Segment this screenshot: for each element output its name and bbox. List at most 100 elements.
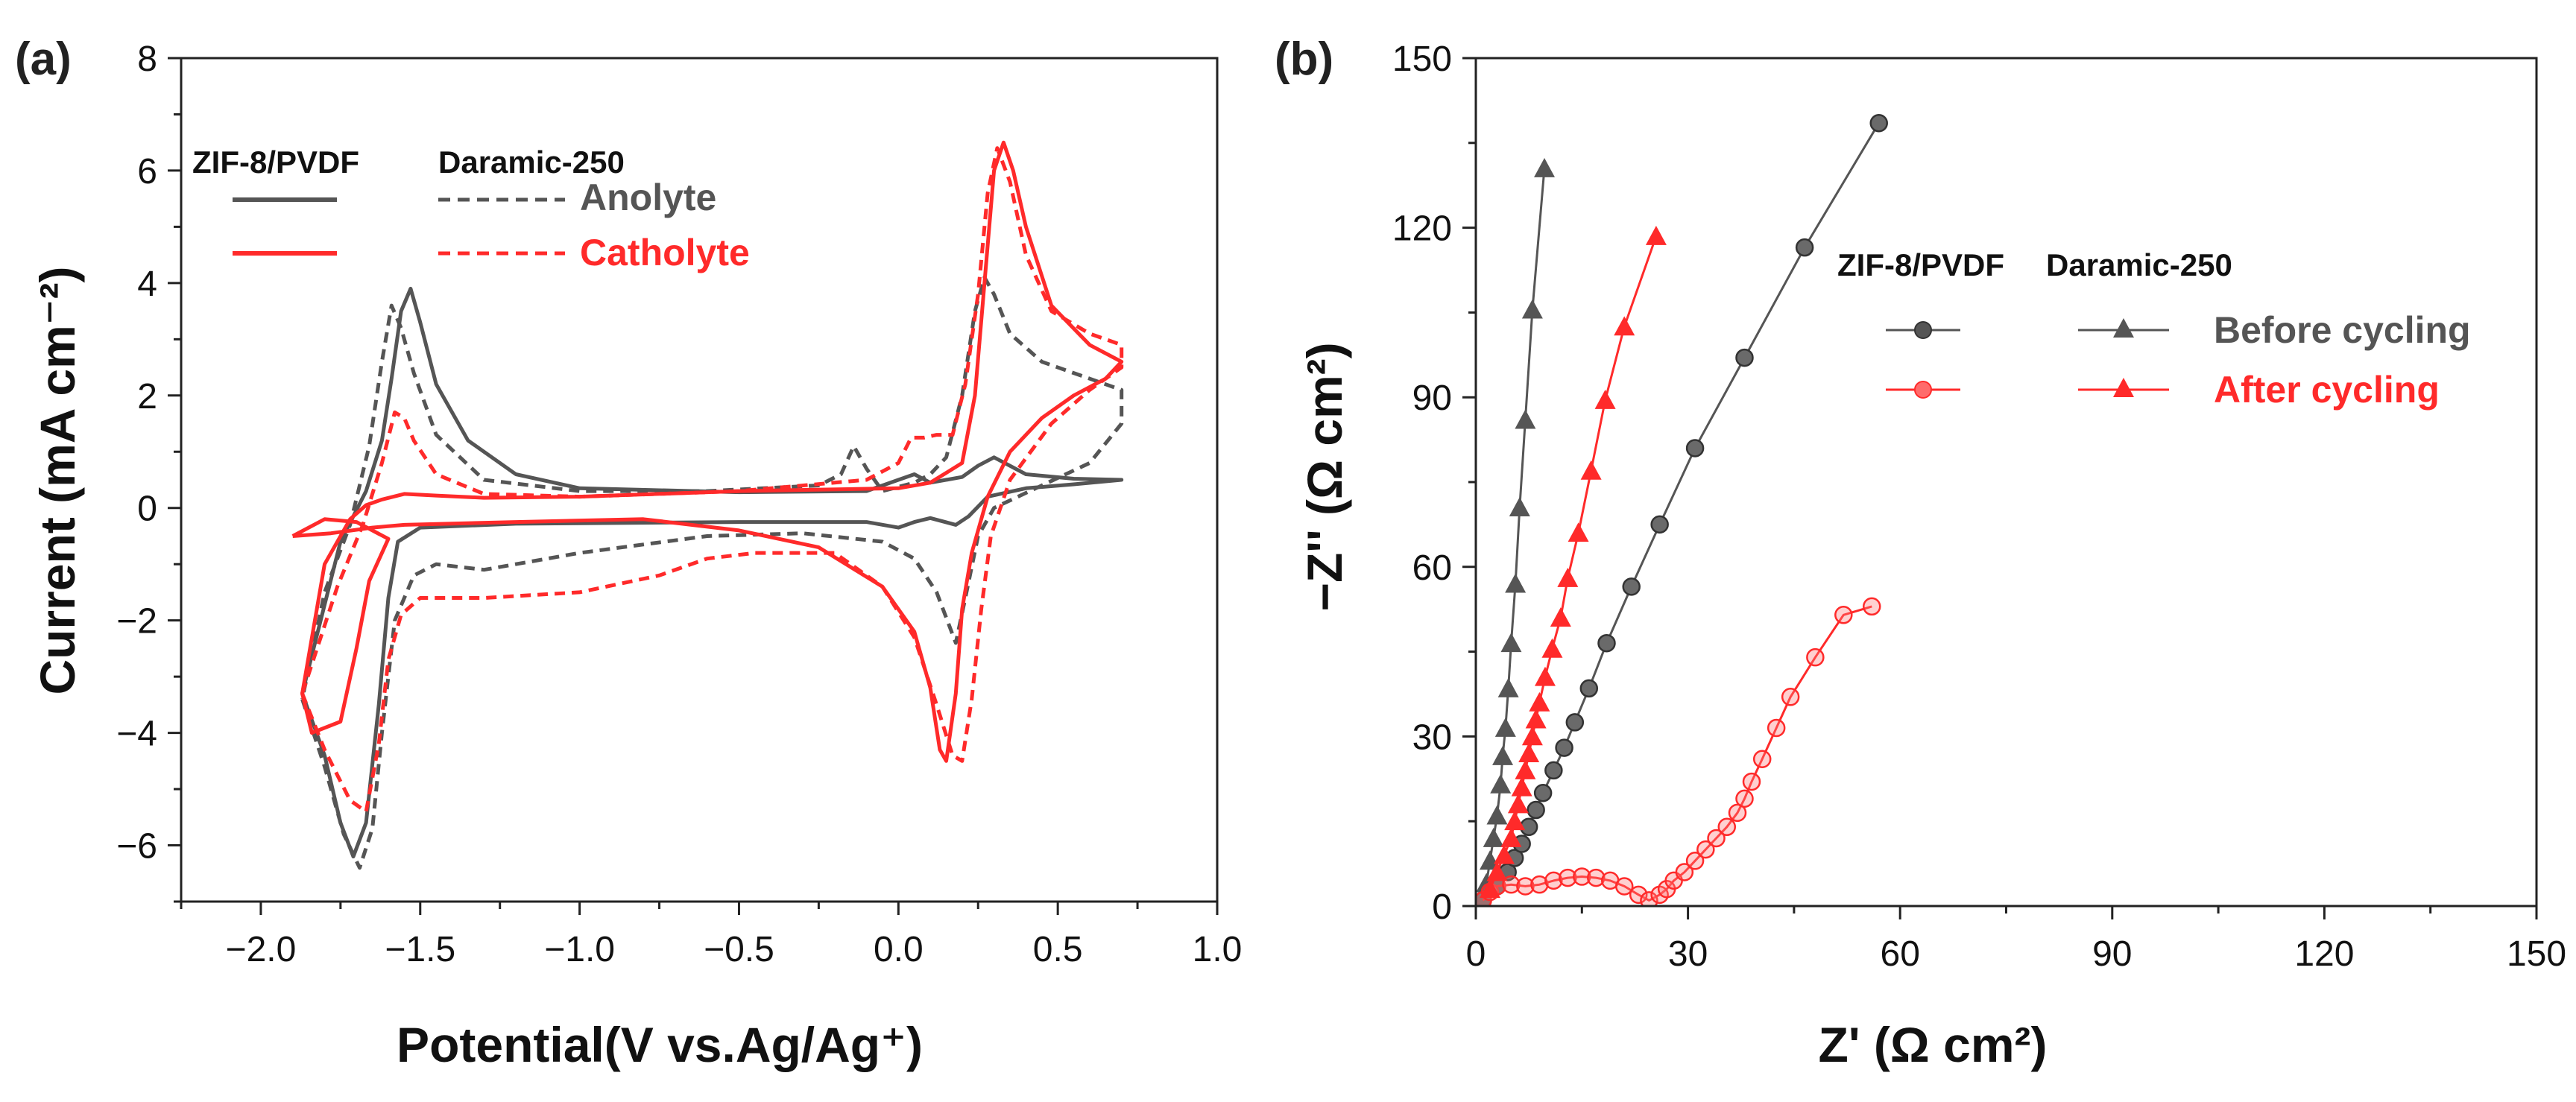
data-point-daramic-250-after-cycling [1541, 638, 1563, 658]
x-tick-label: 150 [2507, 934, 2566, 974]
data-point-zif-8-pvdf-after-cycling [1834, 606, 1853, 624]
panel-a-ylabel: Current (mA cm⁻²) [30, 266, 85, 694]
series-line-zif-8-pvdf-anolyte [300, 286, 1124, 859]
panel-a-legend: ZIF-8/PVDF Daramic-250 Anolyte Catholyte [192, 145, 750, 273]
data-point-daramic-250-after-cycling [1594, 389, 1616, 409]
data-point-daramic-250-after-cycling [1614, 316, 1635, 336]
data-point-daramic-250-before-cycling [1492, 745, 1514, 765]
panel-a-xlabel: Potential(V vs.Ag/Ag⁺) [397, 1017, 923, 1072]
y-tick-label: 120 [1392, 209, 1452, 249]
data-point-daramic-250-after-cycling [1518, 743, 1540, 763]
y-tick-label: 8 [137, 39, 157, 79]
data-point-daramic-250-after-cycling [1500, 827, 1522, 847]
panel-b-xlabel: Z' (Ω cm²) [1819, 1017, 2048, 1072]
legend-b-before-label: Before cycling [2214, 309, 2471, 351]
x-tick-label: 0.0 [874, 930, 924, 969]
series-line-daramic-250-before-cycling [1485, 168, 1546, 884]
data-point-zif-8-pvdf-after-cycling [1640, 891, 1658, 906]
data-point-daramic-250-before-cycling [1486, 805, 1508, 825]
data-point-zif-8-pvdf-after-cycling [1675, 863, 1694, 881]
x-tick-label: 120 [2294, 934, 2354, 974]
panel-a-label: (a) [15, 34, 72, 85]
data-point-daramic-250-after-cycling [1493, 844, 1515, 864]
y-tick-label: −2 [116, 602, 157, 642]
panel-b-ylabel: −Z'' (Ω cm²) [1297, 342, 1352, 611]
data-point-zif-8-pvdf-after-cycling [1629, 885, 1648, 905]
data-point-zif-8-pvdf-after-cycling [1717, 817, 1737, 837]
y-tick-label: −4 [116, 715, 157, 754]
data-point-zif-8-pvdf-before-cycling [1565, 713, 1585, 732]
series-line-daramic-250-anolyte [300, 275, 1124, 870]
legend-b-after-daramic-marker [2113, 378, 2134, 397]
data-point-zif-8-pvdf-after-cycling [1530, 875, 1549, 894]
data-point-zif-8-pvdf-after-cycling [1728, 803, 1747, 823]
data-point-zif-8-pvdf-after-cycling [1587, 868, 1606, 887]
data-point-zif-8-pvdf-before-cycling [1650, 515, 1669, 534]
y-tick-label: 4 [137, 265, 157, 304]
panel-a-axes: −2.0 −1.5 −1.0 −0.5 0.0 0.5 1.0 −6 −4 −2 0 2 4 6 8 [116, 39, 1242, 969]
data-point-daramic-250-before-cycling [1505, 573, 1527, 593]
data-point-zif-8-pvdf-after-cycling [1559, 868, 1577, 887]
data-point-zif-8-pvdf-before-cycling [1735, 348, 1754, 367]
plot-frame-b [1474, 57, 2538, 908]
data-point-zif-8-pvdf-after-cycling [1752, 750, 1772, 768]
panel-b-label: (b) [1275, 34, 1333, 85]
y-tick-label: 60 [1412, 548, 1452, 588]
legend-b-before-daramic-marker [2113, 318, 2134, 338]
panel-b-plot-area [1476, 113, 1888, 906]
data-point-zif-8-pvdf-after-cycling [1685, 852, 1705, 870]
x-tick-label: −1.5 [385, 930, 455, 969]
y-tick-label: 90 [1412, 379, 1452, 418]
data-point-zif-8-pvdf-before-cycling [1622, 577, 1641, 596]
x-tick-label: 90 [2092, 934, 2132, 974]
data-point-zif-8-pvdf-after-cycling [1863, 597, 1881, 616]
data-point-zif-8-pvdf-before-cycling [1597, 633, 1616, 653]
x-tick-label: 60 [1881, 934, 1920, 974]
data-point-zif-8-pvdf-after-cycling [1735, 789, 1754, 808]
data-point-daramic-250-before-cycling [1497, 677, 1519, 697]
data-point-daramic-250-before-cycling [1500, 633, 1522, 653]
legend-a-col-zif8: ZIF-8/PVDF [192, 145, 359, 180]
x-tick-label: 0 [1466, 934, 1486, 974]
data-point-zif-8-pvdf-before-cycling [1579, 679, 1599, 698]
legend-a-anolyte-label: Anolyte [580, 177, 716, 218]
panel-b-axes: 0 30 60 90 120 150 0 30 60 90 120 150 [1392, 39, 2566, 974]
data-point-zif-8-pvdf-before-cycling [1544, 761, 1563, 780]
data-point-daramic-250-after-cycling [1479, 878, 1500, 899]
data-point-daramic-250-before-cycling [1483, 827, 1504, 847]
data-point-daramic-250-after-cycling [1645, 225, 1667, 245]
x-tick-label: −0.5 [704, 930, 774, 969]
data-point-zif-8-pvdf-after-cycling [1516, 877, 1535, 896]
data-point-daramic-250-after-cycling [1529, 691, 1550, 712]
data-point-zif-8-pvdf-before-cycling [1527, 800, 1545, 820]
data-point-zif-8-pvdf-after-cycling [1573, 867, 1591, 886]
legend-b-col-zif8: ZIF-8/PVDF [1837, 247, 2004, 282]
legend-b-before-zif8-marker [1914, 321, 1932, 339]
panel-b-legend: ZIF-8/PVDF Daramic-250 Before cycling Af… [1837, 247, 2471, 411]
data-point-zif-8-pvdf-after-cycling [1781, 688, 1800, 706]
data-point-daramic-250-after-cycling [1511, 776, 1532, 797]
data-point-daramic-250-after-cycling [1550, 607, 1571, 627]
data-point-zif-8-pvdf-before-cycling [1533, 784, 1553, 802]
data-point-zif-8-pvdf-after-cycling [1707, 829, 1726, 848]
data-point-zif-8-pvdf-after-cycling [1806, 647, 1825, 667]
x-tick-label: 0.5 [1033, 930, 1083, 969]
data-point-daramic-250-before-cycling [1534, 157, 1556, 177]
data-point-zif-8-pvdf-after-cycling [1614, 877, 1634, 896]
x-tick-label: −2.0 [226, 930, 297, 969]
legend-b-col-daramic: Daramic-250 [2046, 247, 2232, 282]
x-tick-label: 30 [1668, 934, 1708, 974]
panel-b: (b) 0 30 60 90 120 150 0 30 60 90 120 150 ZIF-8/PVD… [1275, 34, 2566, 1072]
x-tick-label: 1.0 [1193, 930, 1243, 969]
y-tick-label: 150 [1392, 39, 1452, 79]
panel-a-plot-area [291, 140, 1124, 870]
legend-b-after-zif8-marker [1914, 381, 1932, 399]
series-line-daramic-250-catholyte [300, 146, 1124, 814]
x-tick-label: −1.0 [544, 930, 615, 969]
legend-a-col-daramic: Daramic-250 [438, 145, 625, 180]
data-point-daramic-250-before-cycling [1490, 773, 1512, 794]
data-point-zif-8-pvdf-after-cycling [1696, 840, 1715, 859]
plot-frame-a [180, 57, 1219, 903]
y-tick-label: 0 [1432, 887, 1452, 927]
